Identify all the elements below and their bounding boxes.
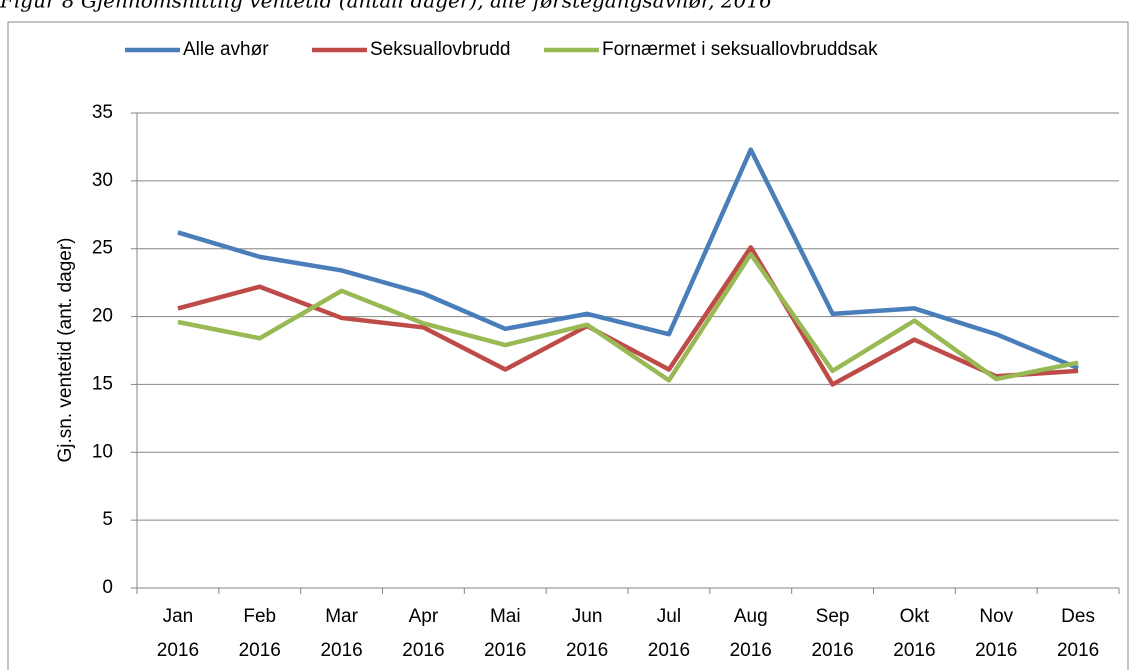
x-tick-label: Sep 2016 (811, 606, 853, 661)
x-tick-label: Apr 2016 (402, 606, 444, 661)
series-line (177, 147, 1079, 371)
y-tick-label: 0 (102, 577, 113, 598)
y-tick-label: 35 (92, 102, 113, 123)
chart-title: Figur 8 Gjennomsnittlig ventetid (antall… (0, 0, 772, 13)
x-tick-label: Jan 2016 (157, 606, 199, 661)
y-tick-label: 5 (102, 509, 113, 530)
x-tick-label: Mar 2016 (320, 606, 362, 661)
legend-label: Fornærmet i seksuallovbruddsak (602, 39, 878, 60)
legend-label: Seksuallovbrudd (370, 39, 510, 60)
y-axis-label: Gj.sn. ventetid (ant. dager) (55, 238, 76, 463)
x-tick-label: Mai 2016 (484, 606, 526, 661)
y-tick-label: 25 (92, 238, 113, 259)
series-line (177, 245, 1079, 387)
x-tick-label: Nov 2016 (975, 606, 1017, 661)
y-tick-label: 20 (92, 306, 113, 327)
y-tick-label: 10 (92, 441, 113, 462)
x-tick-label: Jun 2016 (566, 606, 608, 661)
x-tick-label: Jul 2016 (648, 606, 690, 661)
x-tick-label: Okt 2016 (893, 606, 935, 661)
series-line (177, 251, 1079, 383)
x-tick-label: Feb 2016 (239, 606, 281, 661)
x-tick-label: Des 2016 (1057, 606, 1099, 661)
chart-border (7, 21, 1129, 670)
y-tick-label: 15 (92, 373, 113, 394)
y-tick-label: 30 (92, 170, 113, 191)
x-tick-label: Aug 2016 (730, 606, 772, 661)
legend-label: Alle avhør (183, 39, 269, 60)
